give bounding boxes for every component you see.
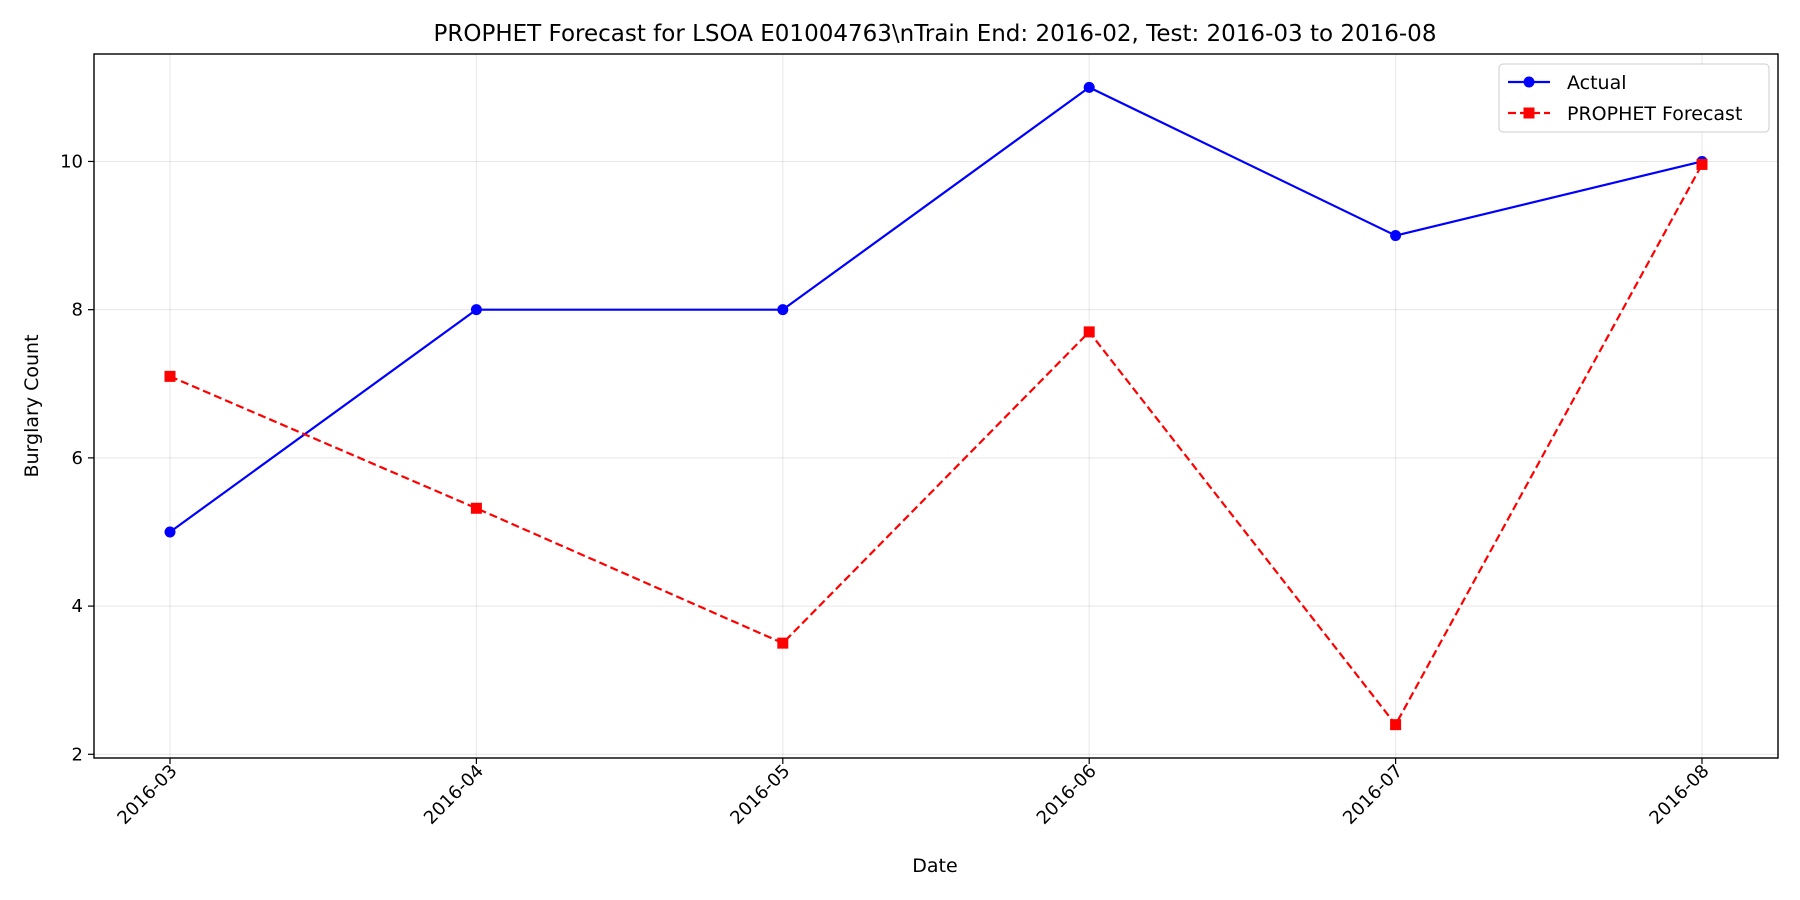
y-tick-label: 6: [72, 448, 83, 469]
legend-marker-actual: [1523, 76, 1535, 88]
data-point-actual: [1083, 81, 1095, 93]
y-tick-label: 8: [72, 300, 83, 321]
grid: [94, 54, 1778, 758]
data-point-actual: [470, 304, 482, 316]
x-tick-label: 2016-04: [420, 761, 488, 829]
y-tick-label: 10: [60, 151, 83, 172]
series-line-forecast: [169, 163, 1703, 726]
legend-label-actual: Actual: [1567, 72, 1627, 94]
data-point-actual: [1390, 230, 1402, 242]
data-point-forecast: [1390, 719, 1402, 731]
x-tick-label: 2016-06: [1033, 761, 1101, 829]
data-point-forecast: [470, 502, 482, 514]
legend-marker-forecast: [1523, 107, 1535, 119]
x-tick-label: 2016-08: [1645, 761, 1713, 829]
data-point-forecast: [777, 637, 789, 649]
data-point-actual: [164, 526, 176, 538]
data-point-actual: [777, 304, 789, 316]
data-point-forecast: [164, 370, 176, 382]
legend-box: [1498, 63, 1770, 133]
x-tick-label: 2016-05: [726, 761, 794, 829]
data-point-forecast: [1696, 158, 1708, 170]
y-tick-label: 4: [72, 596, 83, 617]
legend: Actual PROPHET Forecast: [1498, 63, 1770, 133]
series-line-actual: [169, 86, 1703, 533]
series-layer: [164, 81, 1708, 731]
plot-frame: [93, 53, 1779, 759]
x-tick-label: 2016-07: [1339, 761, 1407, 829]
y-tick-label: 2: [72, 744, 83, 765]
x-axis-label: Date: [912, 855, 957, 877]
x-tick-label: 2016-03: [113, 761, 181, 829]
data-point-forecast: [1083, 326, 1095, 338]
legend-label-forecast: PROPHET Forecast: [1567, 103, 1742, 125]
axes: 2 4 6 8 10 2016-03 2016-04 2016-05 2016-06 2016-0…: [60, 53, 1779, 829]
y-axis-label: Burglary Count: [21, 334, 43, 477]
chart-title: PROPHET Forecast for LSOA E01004763\nTra…: [434, 21, 1437, 47]
